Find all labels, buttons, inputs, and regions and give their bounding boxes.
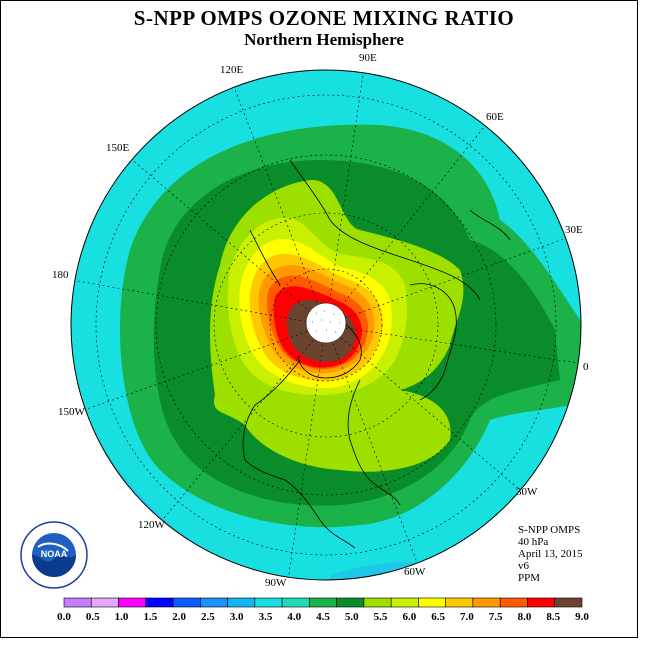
coast-north-america-east xyxy=(347,379,401,506)
colorbar-swatch xyxy=(527,597,556,608)
colorbar-label: 1.5 xyxy=(143,611,157,623)
coastlines xyxy=(242,159,511,549)
coast-kamchatka xyxy=(249,229,281,286)
colorbar-swatch xyxy=(200,597,228,608)
colorbar-swatch xyxy=(445,597,474,608)
colorbar-label: 4.5 xyxy=(316,611,330,623)
colorbar-swatch xyxy=(227,597,256,608)
info-version: v6 xyxy=(518,560,529,572)
map-subtitle: Northern Hemisphere xyxy=(244,30,404,49)
meridian-30e xyxy=(325,235,573,326)
info-instrument: S-NPP OMPS xyxy=(518,524,581,536)
colorbar-label: 9.0 xyxy=(575,611,589,623)
lon-label-150e: 150E xyxy=(106,142,130,154)
coast-asia-north xyxy=(289,159,481,301)
product-info: S-NPP OMPS 40 hPa April 13, 2015 v6 PPM xyxy=(518,524,582,584)
colorbar-label: 8.5 xyxy=(546,611,560,623)
colorbar-label: 7.0 xyxy=(460,611,474,623)
lon-label-150w: 150W xyxy=(58,406,86,418)
colorbar-label: 6.5 xyxy=(431,611,445,623)
lon-label-120e: 120E xyxy=(220,64,244,76)
coast-greenland xyxy=(297,319,362,379)
colorbar-label: 4.0 xyxy=(287,611,301,623)
colorbar-label: 2.5 xyxy=(201,611,215,623)
colorbar-label: 5.0 xyxy=(345,611,359,623)
graticule xyxy=(71,70,581,580)
info-level: 40 hPa xyxy=(518,536,549,548)
colorbar-label: 5.5 xyxy=(374,611,388,623)
colorbar-swatch xyxy=(172,597,201,608)
polar-night-area xyxy=(305,302,347,344)
hemisphere-outline xyxy=(70,69,582,581)
colorbar-swatch xyxy=(309,597,337,608)
meridian-120w xyxy=(163,324,327,519)
colorbar-swatch xyxy=(145,597,174,608)
colorbar: 0.0 0.5 1.0 1.5 2.0 2.5 3.0 3.5 4.0 4.5 5.0 5.5 6.0 6… xyxy=(57,597,589,623)
figure-frame xyxy=(0,0,638,638)
latitude-circle-45n xyxy=(155,154,497,496)
noaa-logo-icon: NOAA xyxy=(20,521,88,589)
colorbar-label: 2.0 xyxy=(172,611,186,623)
colorbar-swatch xyxy=(418,597,446,608)
meridian-120e xyxy=(231,81,327,326)
colorbar-swatch xyxy=(63,597,92,608)
lon-label-180: 180 xyxy=(52,269,69,281)
lon-label-60w: 60W xyxy=(404,566,426,578)
longitude-labels: 0 30E 60E 90E 120E 150E 180 150W 120W 90… xyxy=(52,52,589,589)
colorbar-swatch xyxy=(390,597,419,608)
map-title: S-NPP OMPS OZONE MIXING RATIO xyxy=(133,6,515,30)
noaa-logo-text: NOAA xyxy=(41,549,68,559)
colorbar-swatch xyxy=(90,597,119,608)
colorbar-label: 3.5 xyxy=(259,611,273,623)
latitude-circle-30n xyxy=(95,94,557,556)
meridian-60e xyxy=(325,121,489,326)
lon-label-0: 0 xyxy=(583,361,589,373)
colorbar-label: 8.0 xyxy=(518,611,532,623)
meridian-0 xyxy=(325,324,581,365)
lon-label-60e: 60E xyxy=(486,111,504,123)
pole-stipple xyxy=(312,310,340,333)
colorbar-label: 0.5 xyxy=(86,611,100,623)
coast-north-america-west xyxy=(242,359,356,549)
coast-mideast xyxy=(469,209,511,241)
colorbar-swatch xyxy=(554,597,583,608)
lon-label-30w: 30W xyxy=(516,486,538,498)
colorbar-label: 6.0 xyxy=(402,611,416,623)
lon-label-90e: 90E xyxy=(359,52,377,64)
coast-europe xyxy=(409,283,457,401)
lon-label-120w: 120W xyxy=(138,519,166,531)
lon-label-30e: 30E xyxy=(565,224,583,236)
colorbar-label: 1.0 xyxy=(115,611,129,623)
meridian-90e xyxy=(325,70,365,326)
colorbar-label: 7.5 xyxy=(489,611,503,623)
colorbar-swatch xyxy=(363,597,392,608)
colorbar-swatch xyxy=(336,597,365,608)
colorbar-swatch xyxy=(472,597,501,608)
info-units: PPM xyxy=(518,572,541,584)
colorbar-swatch xyxy=(281,597,310,608)
colorbar-swatch xyxy=(118,597,147,608)
colorbar-swatch xyxy=(499,597,528,608)
info-date: April 13, 2015 xyxy=(518,548,583,560)
latitude-circle-75n xyxy=(269,268,383,382)
colorbar-label: 0.0 xyxy=(57,611,71,623)
colorbar-label: 3.0 xyxy=(230,611,244,623)
latitude-circle-60n xyxy=(213,212,439,438)
colorbar-swatch xyxy=(254,597,283,608)
lon-label-90w: 90W xyxy=(265,577,287,589)
